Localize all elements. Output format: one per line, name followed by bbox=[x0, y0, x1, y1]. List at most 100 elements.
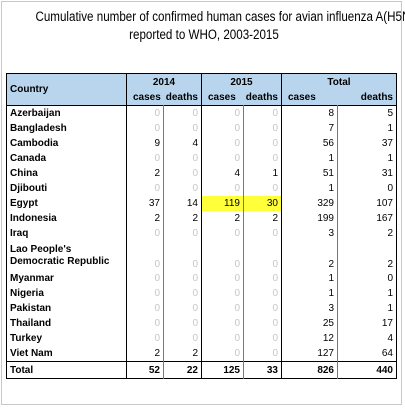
value-cell: 0 bbox=[163, 241, 202, 271]
value-cell: 8 bbox=[281, 105, 338, 121]
value-cell: 0 bbox=[243, 136, 282, 151]
value-cell: 0 bbox=[243, 271, 282, 286]
value-cell: 0 bbox=[163, 316, 202, 331]
value-cell: 1 bbox=[337, 301, 397, 316]
table-row: Bangladesh 0 0 0 0 7 1 bbox=[7, 121, 397, 136]
title-line-2: reported to WHO, 2003-2015 bbox=[129, 27, 279, 42]
country-cell: Indonesia bbox=[10, 213, 57, 224]
value-cell: 0 bbox=[201, 316, 244, 331]
subheader-2015-deaths: deaths bbox=[243, 90, 282, 106]
value-cell: 0 bbox=[201, 136, 244, 151]
total-value-cell: 52 bbox=[126, 361, 164, 379]
country-cell: Egypt bbox=[10, 198, 38, 209]
value-cell: 0 bbox=[337, 181, 397, 196]
value-cell: 0 bbox=[126, 286, 164, 301]
value-cell: 0 bbox=[126, 301, 164, 316]
value-cell: 2 bbox=[281, 241, 338, 271]
value-cell: 0 bbox=[163, 286, 202, 301]
value-cell: 1 bbox=[337, 286, 397, 301]
table-row: Nigeria 0 0 0 0 1 1 bbox=[7, 286, 397, 301]
value-cell: 0 bbox=[163, 271, 202, 286]
value-cell: 9 bbox=[126, 136, 164, 151]
value-cell: 0 bbox=[337, 271, 397, 286]
value-cell: 0 bbox=[201, 286, 244, 301]
total-value-cell: 33 bbox=[243, 361, 282, 379]
value-cell: 7 bbox=[281, 121, 338, 136]
value-cell: 0 bbox=[126, 226, 164, 241]
value-cell: 56 bbox=[281, 136, 338, 151]
value-cell: 31 bbox=[337, 166, 397, 181]
value-cell: 30 bbox=[243, 196, 282, 211]
table-row: Turkey 0 0 0 0 12 4 bbox=[7, 331, 397, 346]
value-cell: 0 bbox=[243, 105, 282, 121]
country-cell-line: Lao People's bbox=[10, 244, 72, 255]
table-row: Cambodia 9 4 0 0 56 37 bbox=[7, 136, 397, 151]
value-cell: 0 bbox=[201, 346, 244, 362]
value-cell: 2 bbox=[163, 346, 202, 362]
value-cell: 4 bbox=[163, 136, 202, 151]
value-cell: 0 bbox=[126, 151, 164, 166]
value-cell: 0 bbox=[163, 105, 202, 121]
value-cell: 1 bbox=[281, 286, 338, 301]
country-cell: Nigeria bbox=[10, 288, 44, 299]
country-cell: Bangladesh bbox=[10, 123, 67, 134]
value-cell: 0 bbox=[243, 121, 282, 136]
value-cell: 0 bbox=[201, 105, 244, 121]
table-row: Pakistan 0 0 0 0 3 1 bbox=[7, 301, 397, 316]
value-cell: 0 bbox=[201, 331, 244, 346]
value-cell: 107 bbox=[337, 196, 397, 211]
cases-table-body: Country 2014 2015 Total cases deaths cas… bbox=[6, 73, 397, 379]
value-cell: 3 bbox=[281, 226, 338, 241]
table-row: Thailand 0 0 0 0 25 17 bbox=[7, 316, 397, 331]
value-cell: 2 bbox=[337, 226, 397, 241]
value-cell: 5 bbox=[337, 105, 397, 121]
value-cell: 0 bbox=[201, 181, 244, 196]
country-cell: Pakistan bbox=[10, 303, 52, 314]
value-cell: 2 bbox=[243, 211, 282, 226]
country-cell: Cambodia bbox=[10, 138, 59, 149]
value-cell: 0 bbox=[126, 181, 164, 196]
table-row: Djibouti 0 0 0 0 1 0 bbox=[7, 181, 397, 196]
value-cell: 2 bbox=[337, 241, 397, 271]
value-cell: 0 bbox=[126, 331, 164, 346]
column-group-total: Total bbox=[281, 73, 397, 90]
value-cell: 0 bbox=[126, 105, 164, 121]
value-cell: 0 bbox=[243, 226, 282, 241]
column-group-2015: 2015 bbox=[201, 73, 282, 90]
total-value-cell: 125 bbox=[201, 361, 244, 379]
value-cell: 0 bbox=[126, 121, 164, 136]
country-cell: Djibouti bbox=[10, 183, 48, 194]
value-cell: 1 bbox=[281, 181, 338, 196]
table-row: Indonesia 2 2 2 2 199 167 bbox=[7, 211, 397, 226]
value-cell: 1 bbox=[337, 151, 397, 166]
value-cell: 0 bbox=[243, 241, 282, 271]
value-cell: 0 bbox=[243, 331, 282, 346]
table-row: Egypt 37 14 119 30 329 107 bbox=[7, 196, 397, 211]
value-cell: 119 bbox=[201, 196, 244, 211]
value-cell: 1 bbox=[281, 271, 338, 286]
value-cell: 0 bbox=[163, 151, 202, 166]
table-row: Lao People's Democratic Republic 0 0 0 0 2 2 bbox=[7, 241, 397, 271]
value-cell: 2 bbox=[126, 166, 164, 181]
value-cell: 12 bbox=[281, 331, 338, 346]
country-cell: Myanmar bbox=[10, 273, 54, 284]
title-line-1: Cumulative number of confirmed human cas… bbox=[35, 9, 405, 24]
value-cell: 0 bbox=[201, 226, 244, 241]
subheader-total-deaths: deaths bbox=[337, 90, 397, 106]
value-cell: 37 bbox=[126, 196, 164, 211]
country-cell-line: Democratic Republic bbox=[10, 256, 110, 267]
country-cell: Iraq bbox=[10, 228, 29, 239]
document-title: Cumulative number of confirmed human cas… bbox=[35, 8, 405, 44]
value-cell: 0 bbox=[163, 121, 202, 136]
value-cell: 167 bbox=[337, 211, 397, 226]
column-header-country: Country bbox=[6, 73, 127, 106]
subheader-2014-cases: cases bbox=[126, 90, 164, 106]
value-cell: 2 bbox=[163, 211, 202, 226]
value-cell: 0 bbox=[163, 181, 202, 196]
value-cell: 0 bbox=[201, 301, 244, 316]
value-cell: 0 bbox=[163, 331, 202, 346]
value-cell: 1 bbox=[337, 121, 397, 136]
value-cell: 0 bbox=[163, 166, 202, 181]
value-cell: 64 bbox=[337, 346, 397, 362]
